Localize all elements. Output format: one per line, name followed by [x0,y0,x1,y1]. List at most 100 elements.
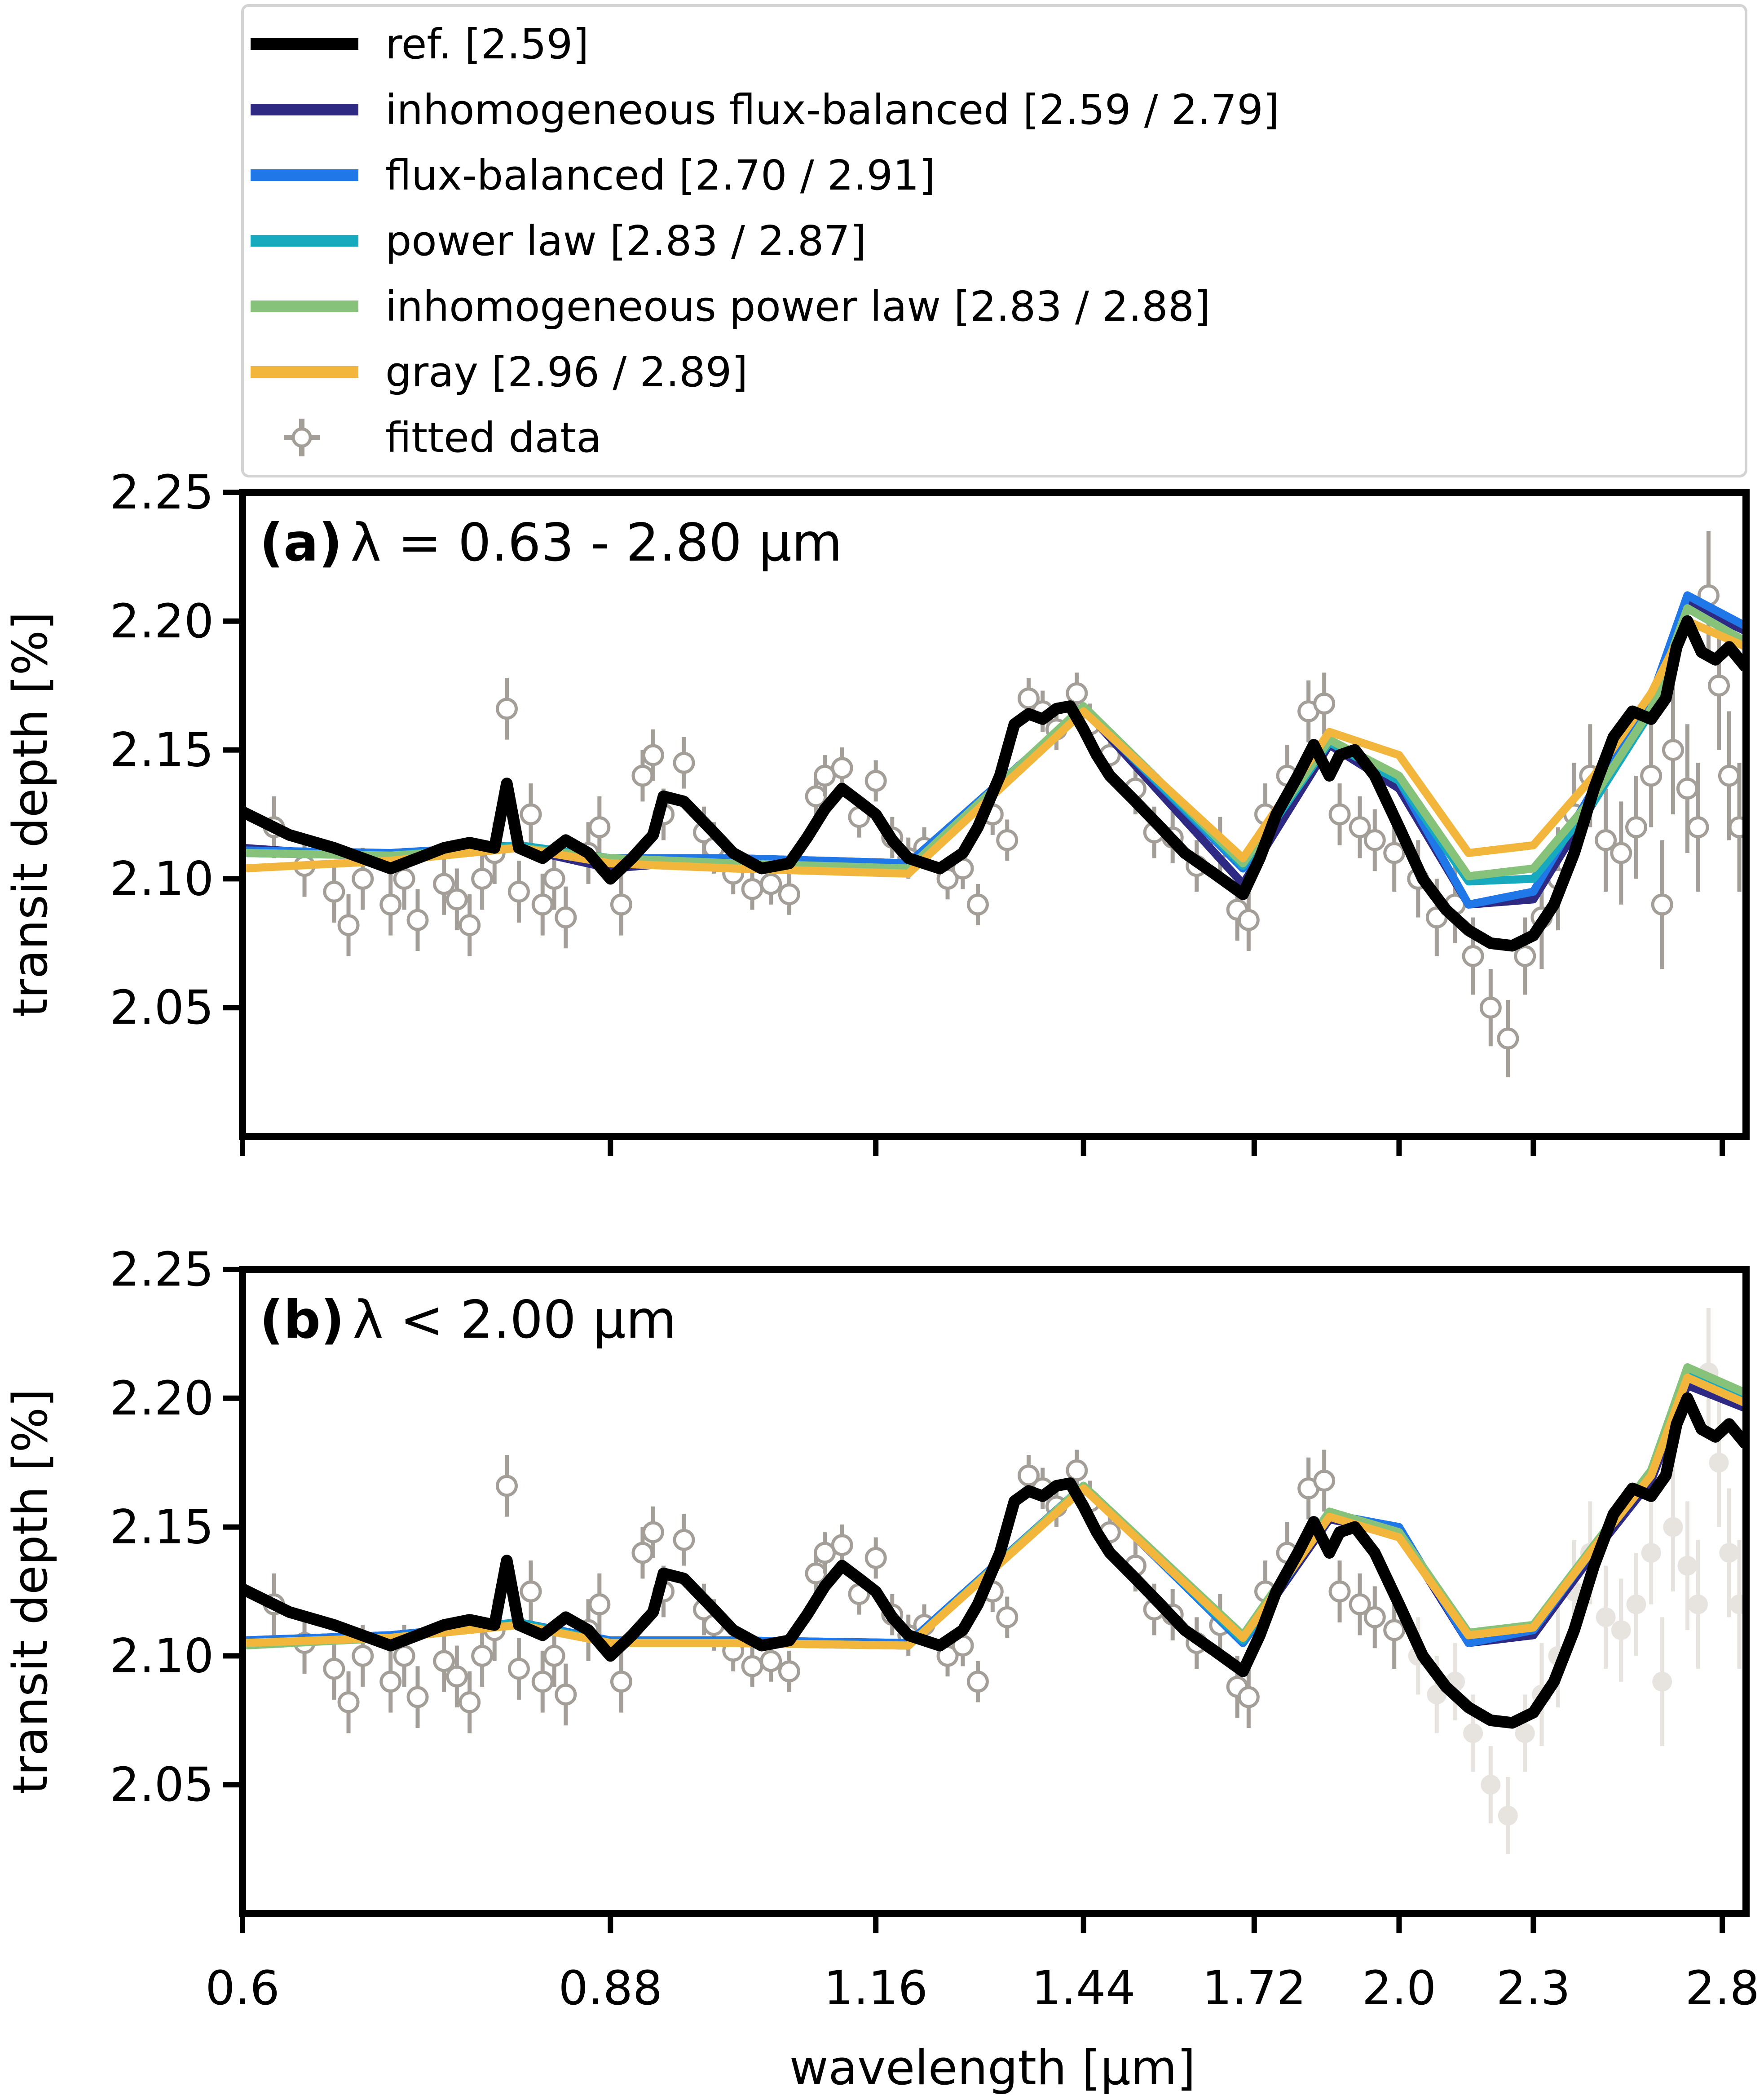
panel-a-plot-area [243,531,1746,1078]
panel-a-data-point [1462,945,1484,967]
panel-b-data-point [1463,1723,1483,1743]
panel-b-ytick-label: 2.20 [110,1371,214,1426]
panel-b-data-point [507,1657,530,1680]
panel-a-ytick-label: 2.20 [110,594,214,649]
panel-a-data-point [642,744,664,766]
panel-b-data-point [1663,1517,1683,1537]
panel-b-plot-area [243,1308,1746,1855]
panel-b-data-point [631,1542,654,1564]
panel-a-data-point [1708,674,1730,697]
panel-b-data-point [1237,1686,1260,1708]
panel-a-data-point [323,880,345,903]
panel-b-data-point [531,1671,554,1693]
panel-a-data-point [337,914,360,937]
legend-gray-label: gray [2.96 / 2.89] [385,348,748,396]
panel-a-data-point [673,751,695,774]
panel-a-data-point [393,867,415,890]
panel-a-data-point [433,873,455,895]
legend-inhomogeneous-power-law-label: inhomogeneous power law [2.83 / 2.88] [385,283,1210,331]
panel-a-data-point [966,893,989,916]
panel-b-data-point [337,1691,360,1714]
panel-a-line-inhomogeneous-flux-balanced [243,599,1746,909]
legend-inhomogeneous-flux-balanced-label: inhomogeneous flux-balanced [2.59 / 2.79… [385,86,1279,134]
legend-fitted-data-marker [291,427,312,448]
panel-b-data-point [760,1650,782,1672]
panel-a-data-point [1017,687,1040,710]
x-axis-labels: 0.6 0.88 1.16 1.44 1.72 2.0 2.3 2.8 [205,1961,1760,2015]
panel-b: 2.05 2.10 2.15 2.20 2.25 transit depth [%] (b)… [3,1242,1750,1933]
panel-b-line-ref [243,1392,1746,1729]
panel-a-data-point [1662,739,1684,761]
panel-a-tag: (a) [260,513,342,573]
panel-b-data-point [406,1686,429,1708]
panel-a-data-point [1514,945,1536,967]
panel-a-data-point [1687,816,1709,839]
panel-b-data-point [471,1644,494,1667]
panel-b-data-point [1017,1464,1040,1487]
panel-a-ytick-label: 2.05 [110,980,214,1035]
panel-a-data-point [1610,842,1632,864]
xtick-label: 1.16 [824,1961,928,2015]
panel-a-data-point [543,867,565,890]
panel-a-title: (a) λ = 0.63 - 2.80 μm [260,513,842,573]
panel-b-data-point [831,1534,853,1556]
xtick-label: 2.3 [1496,1961,1570,2015]
panel-b-data-point [610,1671,632,1693]
panel-a-data-point [531,893,554,916]
panel-a-data-point [1728,816,1746,839]
panel-b-data-point [1611,1620,1631,1640]
panel-b-data-point [520,1580,542,1603]
panel-a-data-point [406,909,429,931]
panel-a-data-point [610,893,632,916]
panel-a-data-point [741,878,763,900]
x-axis-label: wavelength [μm] [789,2040,1196,2095]
panel-b-data-point [814,1542,836,1564]
panel-b-data-point [778,1660,800,1683]
panel-b-data-point [1709,1453,1729,1473]
panel-b-data-point [1481,1775,1501,1795]
panel-a-data-point [1349,816,1371,839]
panel-a-data-point [778,883,800,906]
panel-a-data-point [507,880,530,903]
panel-b-data-point [393,1644,415,1667]
panel-a-ytick-label: 2.15 [110,723,214,778]
panel-b-ytick-label: 2.05 [110,1757,214,1812]
panel-b-ytick-label: 2.15 [110,1500,214,1555]
panel-b-frame [239,1266,1750,1917]
panel-a-line-gray [243,617,1746,878]
panel-b-data-point [1498,1806,1518,1826]
panel-b-data-point [323,1657,345,1680]
panel-a: 2.05 2.10 2.15 2.20 2.25 transit depth [%] (a)… [3,465,1750,1156]
xtick-label: 1.44 [1032,1961,1136,2015]
panel-b-data-point [1383,1619,1406,1641]
xtick-label: 2.8 [1685,1961,1759,2015]
panel-b-data-point [864,1547,887,1569]
panel-a-data-point [379,893,402,916]
panel-b-data-point [433,1650,455,1672]
panel-a-data-point [1328,803,1351,826]
panel-a-line-flux-balanced [243,591,1746,909]
panel-a-data-point [495,698,518,720]
panel-a-data-point [1066,682,1088,704]
panel-a-data-point [1676,778,1698,800]
legend-power-law-label: power law [2.83 / 2.87] [385,217,866,265]
panel-a-line-inhomogeneous-power-law [243,604,1746,880]
panel-a-data-point [1237,909,1260,931]
panel-b-data-point [1596,1607,1616,1627]
panel-b-data-point [1677,1556,1698,1576]
panel-a-data-point [352,867,374,890]
panel-b-ytick-label: 2.10 [110,1628,214,1683]
panel-a-data-point [520,803,542,826]
panel-b-data-point [741,1655,763,1677]
panel-b-data-point [588,1593,611,1616]
panel-a-data-point [1479,996,1502,1019]
panel-a-data-point [459,914,481,937]
panel-b-data-point [1729,1594,1746,1614]
panel-b-data-point [495,1475,518,1497]
panel-a-frame [239,489,1750,1140]
panel-b-title: (b) λ < 2.00 μm [260,1290,677,1350]
panel-b-data-point [1066,1459,1088,1481]
panel-b-data-point [555,1683,577,1706]
panel-a-line-ref [243,615,1746,952]
panel-b-data-point [996,1606,1019,1628]
